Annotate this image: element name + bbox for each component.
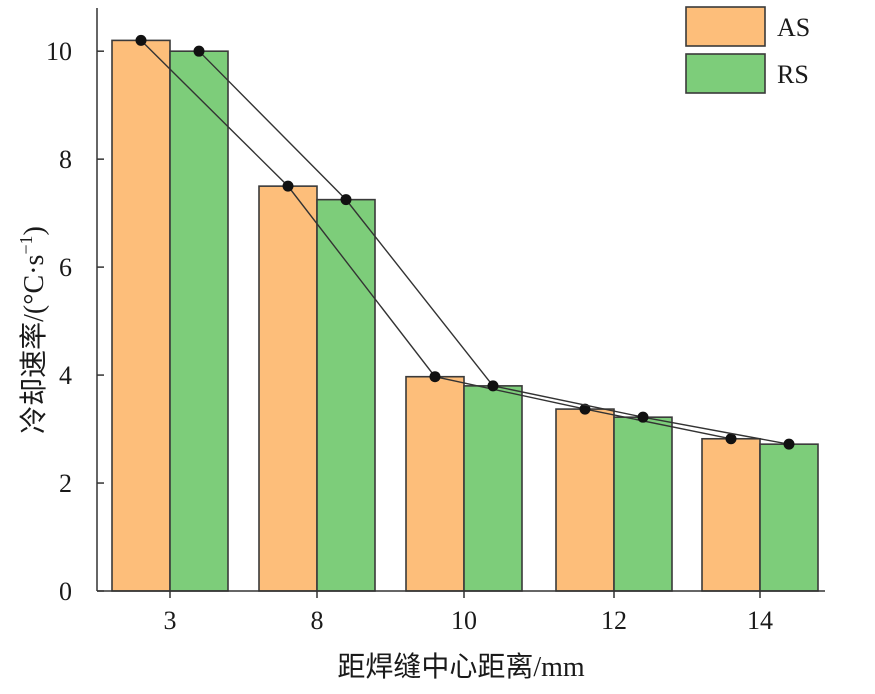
point-as-8: [282, 180, 294, 192]
point-rs-3: [193, 45, 205, 57]
point-as-14: [725, 433, 737, 445]
y-tick-label: 2: [59, 469, 72, 498]
point-as-3: [135, 34, 147, 46]
bar-rs-14: [759, 443, 819, 592]
bars-layer: [111, 39, 819, 592]
legend: AS RS: [668, 0, 826, 100]
y-tick-label: 8: [59, 145, 72, 174]
point-rs-14: [783, 438, 795, 450]
y-axis-title-superscript: −1: [16, 235, 36, 254]
y-axis-title-close: ): [19, 226, 50, 235]
legend-label-as: AS: [777, 13, 810, 42]
point-rs-8: [340, 194, 352, 206]
series-lines-layer: [135, 34, 795, 450]
y-axis-title-main: 冷却速率/(°C·s: [18, 255, 50, 434]
y-ticks-layer: 0 2 4 6 8 10: [46, 37, 104, 606]
bar-as-14: [701, 437, 761, 592]
x-tick-label: 10: [451, 606, 477, 635]
point-as-10: [429, 371, 441, 383]
bar-as-8: [258, 185, 318, 592]
y-tick-label: 4: [59, 361, 72, 390]
bar-as-12: [555, 408, 615, 592]
x-axis-title: 距焊缝中心距离/mm: [337, 651, 585, 683]
x-tick-label: 12: [601, 606, 627, 635]
point-rs-12: [637, 411, 649, 423]
bar-rs-10: [463, 385, 523, 592]
x-ticks-layer: 3 8 10 12 14: [164, 591, 773, 635]
axes-layer: [96, 8, 825, 592]
x-tick-label: 3: [164, 606, 177, 635]
bar-rs-12: [613, 416, 673, 592]
y-tick-label: 6: [59, 253, 72, 282]
bar-rs-3: [169, 50, 229, 592]
y-axis-title: 冷却速率/(°C·s−1): [16, 226, 50, 434]
bar-rs-8: [316, 198, 376, 592]
legend-label-rs: RS: [777, 60, 809, 89]
legend-swatch-as: [685, 6, 766, 47]
x-tick-label: 8: [311, 606, 324, 635]
point-rs-10: [487, 380, 499, 392]
x-tick-label: 14: [747, 606, 773, 635]
y-tick-label: 10: [46, 37, 72, 66]
y-tick-label: 0: [59, 577, 72, 606]
legend-swatch-rs: [685, 53, 766, 94]
bar-as-10: [405, 375, 465, 592]
bar-as-3: [111, 39, 171, 592]
